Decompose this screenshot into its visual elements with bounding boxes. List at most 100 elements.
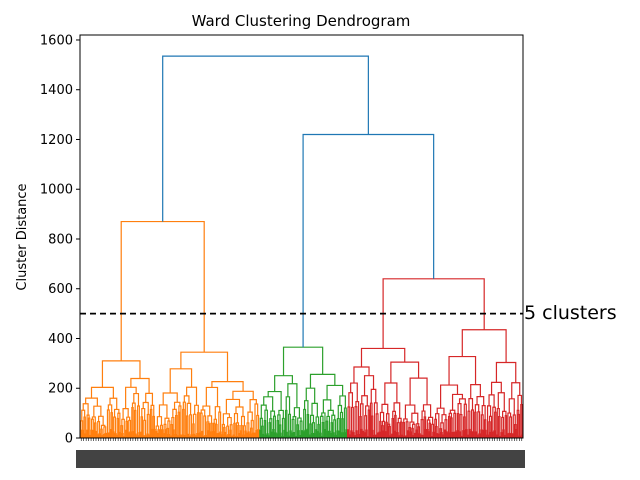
dendrogram-link [259,429,262,438]
dendrogram-link [482,429,485,438]
dendrogram-link [106,432,109,438]
dendrogram-link [261,425,264,438]
dendrogram-link [97,420,101,435]
dendrogram-link [163,423,167,434]
dendrogram-link [254,403,259,434]
dendrogram-link [113,408,120,418]
dendrogram-link [411,412,419,424]
dendrogram-link [227,434,230,438]
dendrogram-link [214,406,221,420]
dendrogram-link [424,429,427,438]
dendrogram-link [127,432,130,438]
dendrogram-link [350,382,358,402]
dendrogram-link [184,435,187,438]
dendrogram-link [160,424,163,430]
y-tick-label: 0 [65,432,73,447]
dendrogram-link [218,411,222,434]
dendrogram-link [350,430,353,438]
dendrogram-link [189,414,193,437]
dendrogram-link [353,366,370,384]
dendrogram-link [415,429,418,438]
dendrogram-link [322,399,332,413]
dendrogram-link [331,414,336,423]
dendrogram-link [309,423,312,438]
dendrogram-link [85,397,98,407]
dendrogram-link [346,429,350,438]
dendrogram-link [316,431,319,438]
dendrogram-link [202,435,205,438]
dendrogram-link [355,430,358,438]
dendrogram-link [347,406,351,436]
dendrogram-link [311,422,315,434]
dendrogram-link [350,406,354,433]
dendrogram-link [428,431,431,438]
dendrogram-link [370,388,377,404]
dendrogram-link [272,415,276,433]
dendrogram-link [173,401,181,410]
dendrogram-link [282,346,324,376]
dendrogram-link [90,386,114,399]
dendrogram-link [388,426,391,438]
dendrogram-link [405,421,409,436]
dendrogram-link [222,413,231,425]
dendrogram-link [156,432,159,438]
dendrogram-link [400,434,403,438]
dendrogram-link [304,429,307,438]
dendrogram-link [363,375,375,396]
dendrogram-link [244,430,247,438]
dendrogram-link [394,414,397,438]
dendrogram-link [140,416,144,438]
dendrogram-link [128,419,132,433]
dendrogram-link [104,433,107,438]
dendrogram-link [174,434,177,438]
dendrogram-link [299,435,302,438]
dendrogram-link [378,431,381,438]
dendrogram-link [406,430,409,438]
dendrogram-link [272,428,275,438]
dendrogram-link [175,414,178,438]
dendrogram-link [391,433,394,438]
dendrogram-link [468,428,471,438]
dendrogram-link [278,424,282,438]
dendrogram-link [150,428,153,438]
dendrogram-link [384,382,398,405]
dendrogram-link [291,432,294,438]
dendrogram-link [118,431,121,438]
plot-frame [79,34,524,439]
y-tick-label: 1200 [40,133,73,148]
dendrogram-link [292,416,297,437]
dendrogram-link [445,431,448,438]
dendrogram-link [164,417,170,425]
dendrogram-link [120,425,124,438]
dendrogram-link [432,431,435,438]
dendrogram-link [223,426,226,438]
dendrogram-link [520,404,523,438]
dendrogram-link [421,410,426,420]
dendrogram-link [94,422,97,438]
y-tick-label: 600 [48,282,73,297]
dendrogram-link [146,433,149,438]
y-tick-label: 400 [48,332,73,347]
dendrogram-link [480,429,483,438]
dendrogram-link [289,430,292,438]
dendrogram-link [396,432,399,438]
dendrogram-link [179,434,182,438]
dendrogram-link [199,432,202,438]
dendrogram-link [514,428,517,438]
dendrogram-link [420,419,424,436]
dendrogram-link [274,375,293,392]
dendrogram-link [311,433,314,438]
dendrogram-link [361,395,368,406]
dendrogram-link [330,432,333,438]
dendrogram-link [114,433,117,438]
dendrogram-link [382,420,386,438]
dendrogram-link [348,392,354,408]
dendrogram-link [460,435,463,438]
dendrogram-link [453,412,457,433]
dendrogram-link [167,420,171,438]
dendrogram-link [302,133,435,348]
dendrogram-link [326,415,331,432]
dendrogram-link [507,412,512,434]
dendrogram-link [297,430,300,438]
